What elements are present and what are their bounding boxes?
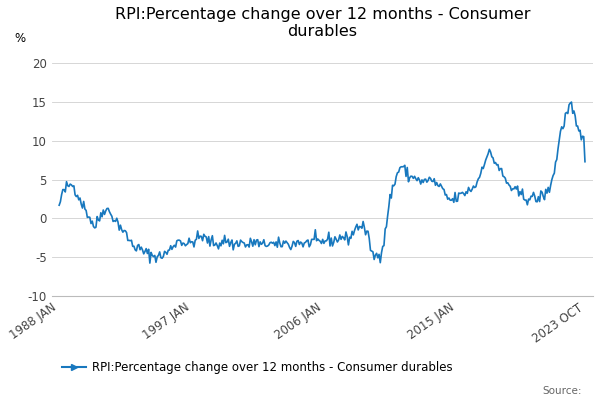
Text: Source:: Source: xyxy=(542,386,582,396)
Title: RPI:Percentage change over 12 months - Consumer
durables: RPI:Percentage change over 12 months - C… xyxy=(115,7,530,39)
Legend: RPI:Percentage change over 12 months - Consumer durables: RPI:Percentage change over 12 months - C… xyxy=(58,357,457,379)
Text: %: % xyxy=(14,32,25,45)
